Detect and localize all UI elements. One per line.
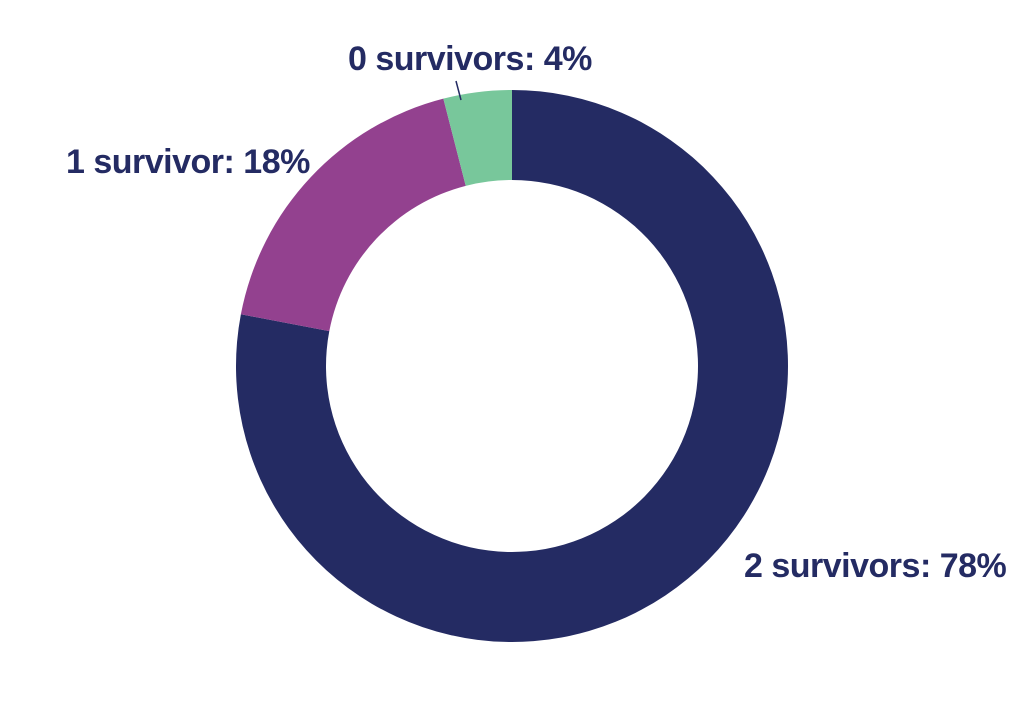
slice-labels: 2 survivors: 78% 1 survivor: 18% 0 survivo… (66, 40, 1007, 585)
slice-2-survivors (235, 90, 788, 642)
label-0-survivors: 0 survivors: 4% (348, 40, 592, 78)
donut-slices (235, 90, 788, 642)
leader-line-0-survivors (455, 80, 462, 101)
slice-1-survivor (240, 98, 466, 332)
slice-0-survivors (443, 90, 512, 186)
label-2-survivors: 2 survivors: 78% (744, 547, 1007, 585)
label-1-survivor: 1 survivor: 18% (66, 143, 310, 181)
